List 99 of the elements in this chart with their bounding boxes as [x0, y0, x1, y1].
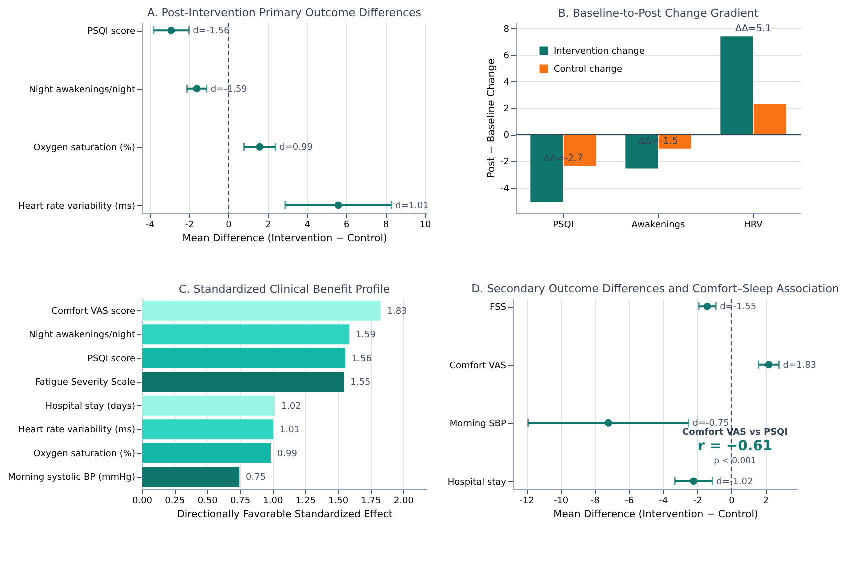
- legend-label: Control change: [554, 65, 623, 75]
- chart-title: A. Post-Intervention Primary Outcome Differences: [147, 6, 422, 20]
- x-tick-label: 10: [420, 220, 432, 230]
- y-tick-label: Oxygen saturation (%): [34, 144, 136, 154]
- y-tick-label: Night awakenings/night: [29, 330, 136, 341]
- x-axis-title: Mean Difference (Intervention − Control): [182, 234, 388, 244]
- x-tick-label: 0.75: [230, 496, 251, 506]
- bar: [142, 324, 350, 346]
- x-tick-label: 1.25: [296, 496, 316, 506]
- x-tick-label: 6: [344, 220, 350, 230]
- x-tick-label: -8: [590, 496, 600, 506]
- chart-title: C. Standardized Clinical Benefit Profile: [179, 283, 390, 296]
- annotation: p < 0.001: [714, 456, 756, 466]
- x-tick-label: 2: [265, 220, 272, 230]
- bar: [142, 371, 346, 393]
- x-tick-label: 8: [383, 220, 390, 230]
- y-tick-label: Hospital stay (days): [46, 402, 136, 412]
- y-tick-label: Comfort VAS score: [52, 306, 136, 317]
- bar: [142, 300, 382, 322]
- annotation: ΔΔ=-1.5: [638, 136, 678, 148]
- x-tick-label: -2: [693, 496, 702, 506]
- y-tick-label: 8: [504, 24, 510, 35]
- y-tick-label: PSQI score: [88, 27, 136, 38]
- x-tick-label: -6: [625, 496, 634, 506]
- annotation: r = −0.61: [698, 438, 773, 454]
- point: [334, 202, 342, 210]
- point: [690, 478, 698, 486]
- y-tick-label: Oxygen saturation (%): [34, 449, 136, 460]
- data-label: 1.55: [350, 378, 371, 388]
- point: [256, 143, 264, 151]
- point: [193, 85, 201, 93]
- annotation: d=1.01: [396, 201, 429, 212]
- y-tick-label: Fatigue Severity Scale: [36, 378, 136, 388]
- x-tick-label: 0.25: [165, 496, 186, 506]
- x-tick-label: -4: [146, 220, 156, 230]
- x-tick-label: 0: [226, 220, 232, 230]
- x-tick-label: 2.00: [394, 496, 414, 506]
- annotation: d=-1.55: [720, 302, 757, 313]
- y-tick-label: Heart rate variability (ms): [18, 426, 136, 436]
- y-tick-label: FSS: [490, 303, 507, 314]
- y-axis-title: Post − Baseline Change: [486, 58, 498, 178]
- y-tick-label: Comfort VAS: [450, 361, 507, 372]
- x-tick-label: Awakenings: [632, 220, 686, 230]
- y-tick-label: Night awakenings/night: [29, 85, 136, 96]
- bar: [142, 442, 272, 464]
- x-axis-title: Mean Difference (Intervention − Control): [554, 510, 759, 520]
- bar: [142, 348, 346, 370]
- data-label: 1.01: [280, 426, 300, 436]
- chart-title: B. Baseline-to-Post Change Gradient: [558, 7, 760, 20]
- annotation: ΔΔ=-2.7: [544, 153, 584, 164]
- point: [704, 302, 712, 310]
- y-tick-label: -2: [500, 158, 510, 168]
- data-label: 0.75: [246, 473, 266, 484]
- annotation: d=-1.59: [210, 84, 248, 95]
- point: [168, 26, 176, 34]
- legend-label: Intervention change: [554, 47, 646, 57]
- x-tick-label: PSQI: [553, 220, 574, 230]
- x-tick-label: HRV: [744, 220, 764, 230]
- data-label: 1.02: [281, 402, 302, 412]
- x-tick-label: 1.75: [361, 496, 382, 506]
- data-label: 1.83: [387, 306, 408, 317]
- y-tick-label: Morning SBP: [450, 420, 508, 430]
- annotation: d=-0.75: [692, 419, 730, 430]
- x-tick-label: 1.00: [263, 496, 284, 506]
- x-tick-label: 1.50: [328, 496, 349, 506]
- annotation: d=1.83: [783, 360, 817, 371]
- y-tick-label: Morning systolic BP (mmHg): [8, 473, 136, 484]
- x-tick-label: 0: [729, 496, 736, 506]
- y-tick-label: 6: [504, 51, 510, 62]
- bar: [142, 466, 240, 488]
- y-tick-label: PSQI score: [88, 354, 136, 364]
- y-tick-label: Heart rate variability (ms): [18, 202, 136, 212]
- x-tick-label: 4: [304, 220, 311, 230]
- annotation: d=-1.56: [193, 26, 230, 37]
- point: [765, 361, 773, 369]
- annotation: d=-1.02: [716, 477, 754, 488]
- y-tick-label: 0: [504, 131, 510, 142]
- x-tick-label: -2: [185, 220, 194, 230]
- annotation: d=0.99: [280, 143, 314, 154]
- bar: [142, 395, 276, 417]
- bar: [142, 418, 274, 440]
- chart-title: D. Secondary Outcome Differences and Comfort–Sleep Association: [472, 282, 840, 296]
- y-tick-label: 4: [504, 78, 510, 88]
- data-label: 0.99: [277, 449, 298, 460]
- y-tick-label: Hospital stay: [448, 478, 508, 488]
- x-axis-title: Directionally Favorable Standardized Effect: [177, 510, 393, 520]
- x-tick-label: 0.00: [132, 496, 153, 506]
- x-tick-label: 0.50: [198, 496, 218, 506]
- x-tick-label: -12: [520, 496, 535, 506]
- x-tick-label: -10: [554, 496, 569, 506]
- annotation: ΔΔ=5.1: [735, 23, 772, 34]
- data-label: 1.56: [352, 354, 372, 364]
- point: [604, 419, 612, 427]
- y-tick-label: 2: [504, 104, 510, 115]
- y-tick-label: -4: [500, 184, 510, 194]
- x-tick-label: -4: [659, 496, 668, 506]
- x-tick-label: 2: [763, 496, 769, 506]
- annotation: Comfort VAS vs PSQI: [682, 428, 788, 438]
- data-label: 1.59: [356, 330, 376, 341]
